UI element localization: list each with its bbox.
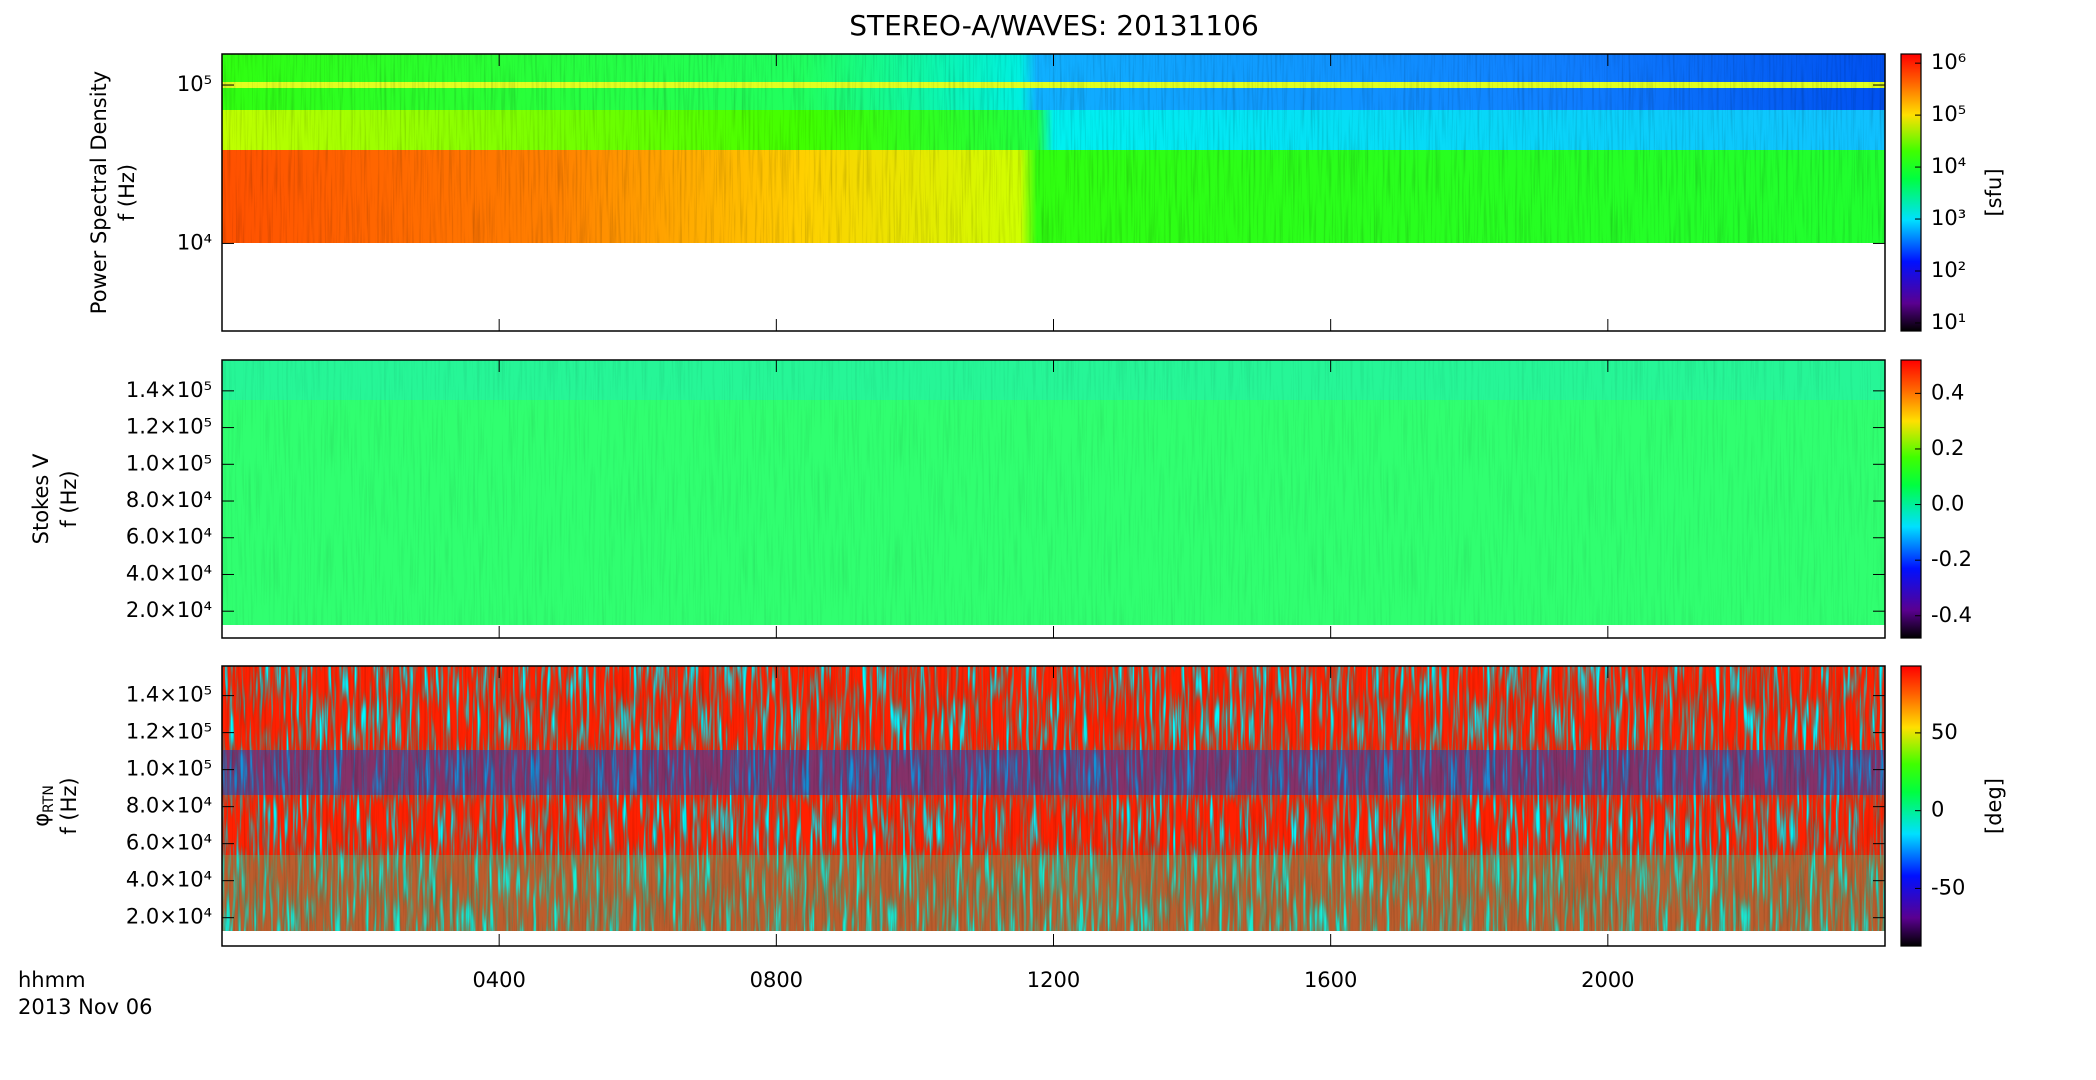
y-axis-label: φRTN (29, 785, 57, 827)
colorbar (1900, 665, 1922, 947)
colorbar-tick-label: 10⁵ (1931, 102, 1966, 126)
y-tick-label: 4.0×10⁴ (126, 868, 212, 892)
y-axis-label: f (Hz) (57, 777, 81, 834)
colorbar-tick-label: 10⁶ (1931, 50, 1966, 74)
x-tick-label: 0400 (472, 968, 525, 992)
spectrogram-image-3 (222, 666, 1885, 946)
x-tick-label: 1600 (1304, 968, 1357, 992)
y-tick-label: 2.0×10⁴ (126, 905, 212, 929)
figure-title: STEREO-A/WAVES: 20131106 (849, 9, 1259, 42)
spectrogram-image-1 (222, 54, 1885, 331)
y-tick-label: 6.0×10⁴ (126, 831, 212, 855)
y-tick-label: 10⁴ (177, 230, 212, 254)
colorbar-tick-label: 10² (1931, 258, 1966, 282)
y-axis-symbol: φ (29, 813, 53, 827)
colorbar-tick-label: 10³ (1931, 206, 1966, 230)
colorbar-tick-label: -0.2 (1931, 547, 1972, 571)
y-axis-label: f (Hz) (115, 164, 139, 221)
date-label: 2013 Nov 06 (18, 995, 153, 1019)
y-axis-subscript: RTN (41, 785, 57, 813)
colorbar-label: [sfu] (1982, 168, 2006, 216)
colorbar-tick-label: 10⁴ (1931, 154, 1966, 178)
y-axis-label: f (Hz) (57, 470, 81, 527)
x-tick-label: 0800 (750, 968, 803, 992)
colorbar-tick-label: 50 (1931, 720, 1958, 744)
y-tick-label: 1.0×10⁵ (126, 451, 212, 475)
y-tick-label: 8.0×10⁴ (126, 794, 212, 818)
y-tick-label: 1.4×10⁵ (126, 378, 212, 402)
y-tick-label: 2.0×10⁴ (126, 598, 212, 622)
x-tick-label: 1200 (1027, 968, 1080, 992)
y-tick-label: 1.4×10⁵ (126, 683, 212, 707)
colorbar (1900, 53, 1922, 332)
y-tick-label: 6.0×10⁴ (126, 525, 212, 549)
y-tick-label: 1.2×10⁵ (126, 720, 212, 744)
y-tick-label: 8.0×10⁴ (126, 488, 212, 512)
y-tick-label: 1.2×10⁵ (126, 415, 212, 439)
y-tick-label: 10⁵ (177, 72, 212, 96)
y-axis-label: Power Spectral Density (87, 71, 111, 314)
colorbar-tick-label: 10¹ (1931, 310, 1966, 334)
colorbar-tick-label: -50 (1931, 875, 1965, 899)
colorbar (1900, 359, 1922, 639)
colorbar-label: [deg] (1982, 778, 2006, 834)
colorbar-tick-label: 0.2 (1931, 436, 1964, 460)
colorbar-tick-label: 0.4 (1931, 380, 1964, 404)
spectrogram-image-2 (222, 360, 1885, 638)
y-axis-label: Stokes V (29, 453, 53, 544)
y-tick-label: 1.0×10⁵ (126, 757, 212, 781)
colorbar-tick-label: 0.0 (1931, 492, 1964, 516)
x-axis-label: hhmm (18, 968, 86, 992)
y-tick-label: 4.0×10⁴ (126, 561, 212, 585)
x-tick-label: 2000 (1581, 968, 1634, 992)
colorbar-tick-label: -0.4 (1931, 603, 1972, 627)
colorbar-tick-label: 0 (1931, 798, 1944, 822)
